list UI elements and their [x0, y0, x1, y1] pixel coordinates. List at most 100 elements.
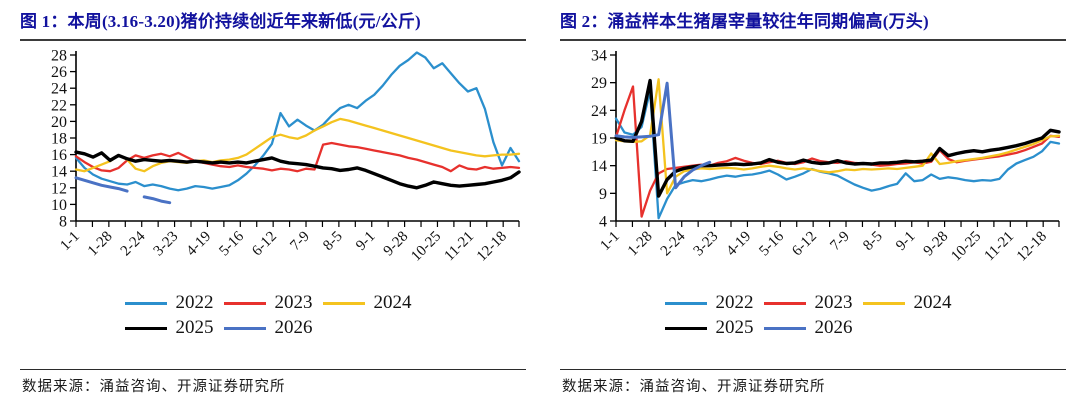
legend-row: 2025 2026	[124, 317, 422, 339]
x-tick-label: 11-21	[441, 229, 477, 265]
legend-swatch-2026	[223, 326, 266, 330]
legend-item-2024: 2024	[322, 292, 412, 314]
legend-item-2023: 2023	[763, 292, 853, 314]
figure-1-title: 图 1：本周(3.16-3.20)猪价持续创近年来新低(元/公斤)	[20, 12, 421, 31]
legend-label-2025: 2025	[715, 317, 754, 338]
legend-swatch-2022	[124, 301, 167, 305]
x-tick-label: 9-28	[381, 229, 412, 260]
y-tick-label: 10	[51, 197, 67, 214]
series-line-2026	[614, 81, 712, 190]
legend-label-2025: 2025	[175, 317, 214, 338]
series-line-2022	[74, 51, 521, 192]
series-line-2026	[74, 176, 129, 193]
series-line-2023	[74, 141, 521, 173]
x-tick-label: 9-28	[921, 229, 952, 260]
x-tick-label: 1-1	[597, 229, 622, 254]
y-tick-label: 20	[51, 114, 67, 131]
legend-item-2024: 2024	[862, 292, 952, 314]
legend-label-2023: 2023	[814, 292, 853, 313]
legend-swatch-2024	[322, 301, 365, 305]
legend-swatch-2023	[763, 301, 806, 305]
figure-1-footer-rule	[20, 369, 526, 370]
y-tick-label: 8	[59, 214, 67, 231]
x-tick-label: 6-12	[789, 229, 820, 260]
x-tick-label: 5-16	[756, 228, 787, 259]
x-tick-label: 10-25	[408, 229, 444, 265]
legend-swatch-2022	[664, 301, 707, 305]
figure-2-footer: 数据来源：涌益咨询、开源证券研究所	[556, 369, 1070, 402]
y-tick-label: 29	[591, 75, 607, 92]
legend-label-2022: 2022	[715, 292, 754, 313]
legend-label-2023: 2023	[274, 292, 313, 313]
series-line-2026	[142, 195, 172, 205]
figure-2-panel: 图 2：涌益样本生猪屠宰量较往年同期偏高(万头) 4 9 14 19 24 29 34 1-1…	[540, 0, 1080, 402]
series-line-2024	[74, 117, 521, 173]
legend-item-2022: 2022	[664, 292, 754, 314]
x-tick-label: 7-9	[827, 229, 852, 254]
legend-swatch-2025	[664, 326, 707, 330]
legend-swatch-2023	[223, 301, 266, 305]
x-tick-label: 7-9	[287, 229, 312, 254]
figure-2-legend: 2022 2023 2024 2025 2026	[664, 289, 962, 342]
series-line-2025	[614, 78, 1061, 198]
figure-1-footer: 数据来源：涌益咨询、开源证券研究所	[16, 369, 530, 402]
y-tick-label: 22	[51, 97, 67, 114]
y-tick-label: 4	[599, 214, 607, 231]
x-tick-label: 5-16	[216, 228, 247, 259]
figure-1-title-rule	[20, 39, 526, 41]
y-tick-label: 24	[51, 81, 67, 98]
y-tick-label: 14	[591, 158, 607, 175]
y-tick-label: 12	[51, 180, 67, 197]
x-tick-label: 10-25	[948, 229, 984, 265]
x-tick-label: 12-18	[1014, 229, 1050, 265]
figure-2-footer-rule	[560, 369, 1066, 370]
legend-row: 2022 2023 2024	[124, 292, 422, 314]
legend-swatch-2024	[862, 301, 905, 305]
legend-item-2025: 2025	[124, 317, 214, 339]
series-line-2022	[614, 89, 1061, 220]
legend-item-2025: 2025	[664, 317, 754, 339]
y-tick-label: 18	[51, 131, 67, 148]
figure-2-line-chart: 4 9 14 19 24 29 34 1-1 1-28 2-24 3-23 4-19 5-16 6-12 7…	[591, 48, 1061, 265]
x-tick-label: 1-1	[57, 229, 82, 254]
y-tick-label: 24	[591, 103, 607, 120]
legend-label-2026: 2026	[814, 317, 853, 338]
y-tick-label: 16	[51, 147, 67, 164]
x-tick-label: 12-18	[474, 229, 510, 265]
y-tick-label: 19	[591, 131, 607, 148]
y-tick-label: 28	[51, 48, 67, 65]
legend-item-2023: 2023	[223, 292, 313, 314]
x-tick-label: 3-23	[151, 229, 182, 260]
legend-label-2022: 2022	[175, 292, 214, 313]
figure-1-panel: 图 1：本周(3.16-3.20)猪价持续创近年来新低(元/公斤) 8 10 12 1…	[16, 12, 530, 402]
x-tick-label: 4-19	[184, 229, 215, 260]
x-tick-label: 1-28	[625, 229, 656, 260]
figure-2-title-rule	[560, 39, 1066, 41]
y-tick-label: 34	[591, 48, 607, 65]
series-line-2025	[74, 150, 521, 190]
x-tick-label: 6-12	[249, 229, 280, 260]
legend-swatch-2026	[763, 326, 806, 330]
x-tick-label: 11-21	[981, 229, 1017, 265]
legend-item-2022: 2022	[124, 292, 214, 314]
x-tick-label: 2-24	[658, 228, 689, 259]
x-tick-label: 2-24	[118, 228, 149, 259]
x-tick-label: 4-19	[724, 229, 755, 260]
y-tick-label: 14	[51, 164, 67, 181]
legend-item-2026: 2026	[763, 317, 853, 339]
x-tick-label: 8-5	[860, 229, 885, 254]
legend-item-2026: 2026	[223, 317, 313, 339]
legend-row: 2025 2026	[664, 317, 962, 339]
series-line-2024	[614, 78, 1061, 195]
y-tick-label: 26	[51, 64, 67, 81]
y-tick-label: 9	[599, 186, 607, 203]
x-tick-label: 9-1	[353, 229, 378, 254]
figure-1-source-text: 数据来源：涌益咨询、开源证券研究所	[22, 379, 286, 395]
legend-label-2024: 2024	[913, 292, 952, 313]
x-tick-label: 8-5	[320, 229, 345, 254]
figure-2-source-text: 数据来源：涌益咨询、开源证券研究所	[562, 379, 826, 395]
x-tick-label: 3-23	[691, 229, 722, 260]
figure-1-legend: 2022 2023 2024 2025 2026	[124, 289, 422, 342]
figure-2-title: 图 2：涌益样本生猪屠宰量较往年同期偏高(万头)	[560, 12, 929, 31]
